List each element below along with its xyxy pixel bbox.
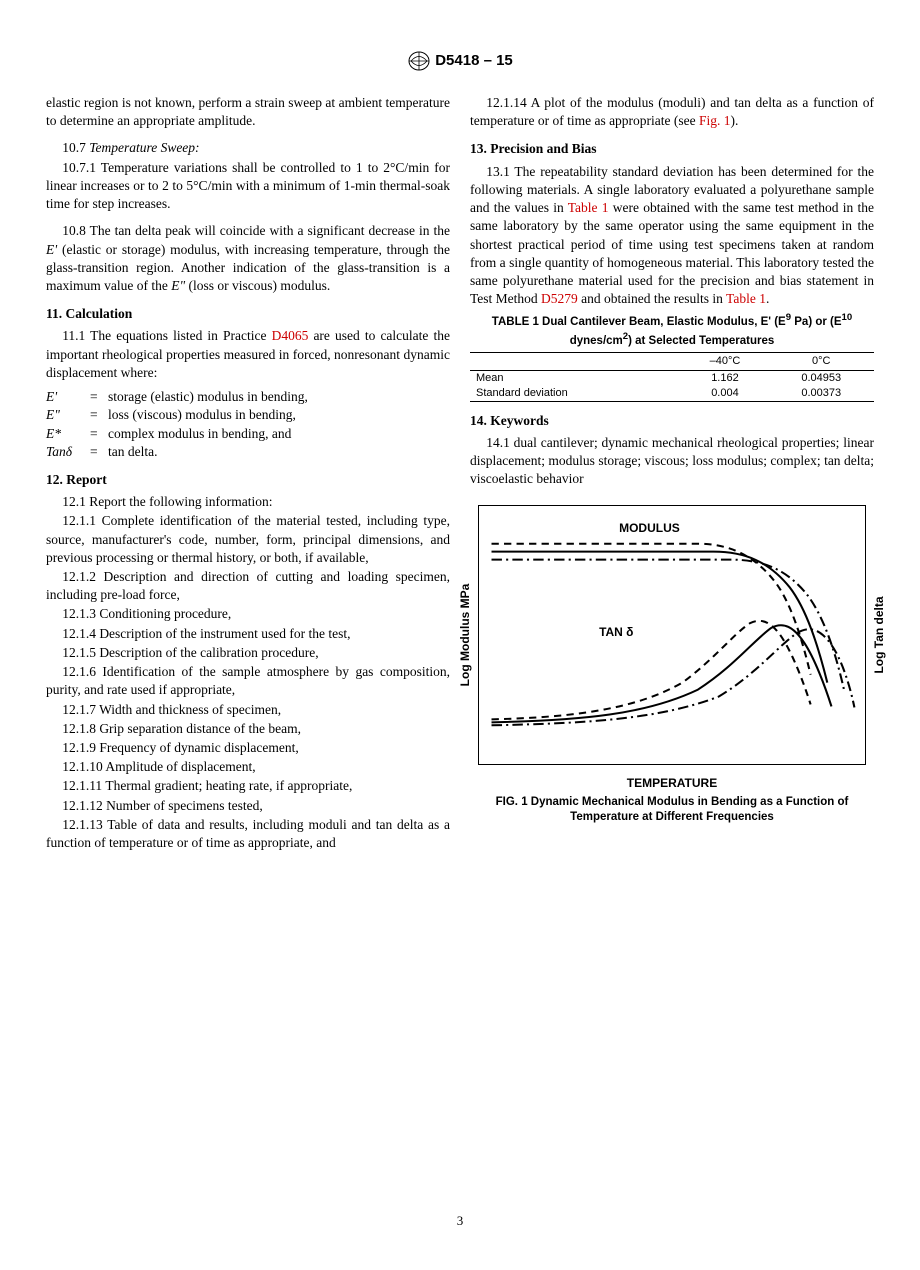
def-sym: Tanδ [46, 443, 90, 461]
title-temp-sweep: Temperature Sweep: [89, 140, 199, 155]
def-sym: E" [46, 406, 90, 424]
def-eq: = [90, 406, 108, 424]
def-eq: = [90, 425, 108, 443]
text-10-8-a: 10.8 The tan delta peak will coincide wi… [62, 223, 450, 238]
page-header: D5418 – 15 [46, 50, 874, 72]
def-txt: tan delta. [108, 443, 450, 461]
def-row: Tanδ=tan delta. [46, 443, 450, 461]
def-txt: complex modulus in bending, and [108, 425, 450, 443]
para-12-1-5: 12.1.5 Description of the calibration pr… [46, 644, 450, 662]
td: 0.04953 [768, 370, 874, 385]
def-sym: E* [46, 425, 90, 443]
page-number: 3 [46, 1212, 874, 1230]
para-12-1-3: 12.1.3 Conditioning procedure, [46, 605, 450, 623]
num-10-7: 10.7 [62, 140, 89, 155]
td: 1.162 [681, 370, 768, 385]
para-10-7-1: 10.7.1 Temperature variations shall be c… [46, 159, 450, 214]
def-row: E"=loss (viscous) modulus in bending, [46, 406, 450, 424]
symbol-e-prime: E' [46, 242, 57, 257]
para-12-1-8: 12.1.8 Grip separation distance of the b… [46, 720, 450, 738]
text-10-8-c: (loss or viscous) modulus. [185, 278, 330, 293]
ref-table1-b[interactable]: Table 1 [726, 291, 766, 306]
def-sym: E' [46, 388, 90, 406]
tbl-cap-d: ) at Selected Temperatures [628, 335, 774, 347]
def-eq: = [90, 388, 108, 406]
heading-11: 11. Calculation [46, 305, 450, 323]
para-12-1-4: 12.1.4 Description of the instrument use… [46, 625, 450, 643]
text-13-1-c: and obtained the results in [578, 291, 726, 306]
figure-1: Log Modulus MPa Log Tan delta MODULUS TA… [470, 505, 874, 826]
td: 0.00373 [768, 386, 874, 401]
text-13-1-d: . [766, 291, 769, 306]
para-12-1-11: 12.1.11 Thermal gradient; heating rate, … [46, 777, 450, 795]
tbl-cap-b: Pa) or (E [791, 316, 841, 328]
tbl-cap-a: TABLE 1 Dual Cantilever Beam, Elastic Mo… [492, 316, 786, 328]
ref-d5279[interactable]: D5279 [541, 291, 578, 306]
table-1: –40°C 0°C Mean 1.162 0.04953 Standard de… [470, 352, 874, 402]
heading-13: 13. Precision and Bias [470, 140, 874, 158]
td: Mean [470, 370, 681, 385]
para-12-1-10: 12.1.10 Amplitude of displacement, [46, 758, 450, 776]
def-eq: = [90, 443, 108, 461]
para-13-1: 13.1 The repeatability standard deviatio… [470, 163, 874, 309]
table-row: Mean 1.162 0.04953 [470, 370, 874, 385]
para-12-1-13: 12.1.13 Table of data and results, inclu… [46, 816, 450, 852]
def-row: E'=storage (elastic) modulus in bending, [46, 388, 450, 406]
para-12-1-6: 12.1.6 Identification of the sample atmo… [46, 663, 450, 699]
text-12-1-14-b: ). [731, 113, 739, 128]
fig-label-modulus: MODULUS [619, 520, 680, 536]
heading-12: 12. Report [46, 471, 450, 489]
para-12-1-2: 12.1.2 Description and direction of cutt… [46, 568, 450, 604]
def-row: E*=complex modulus in bending, and [46, 425, 450, 443]
th-blank [470, 353, 681, 371]
fig-1-caption: FIG. 1 Dynamic Mechanical Modulus in Ben… [470, 795, 874, 826]
figure-plot-area: Log Modulus MPa Log Tan delta MODULUS TA… [478, 505, 866, 765]
para-10-7: 10.7 Temperature Sweep: [46, 139, 450, 157]
ref-fig1[interactable]: Fig. 1 [699, 113, 731, 128]
table-row: Standard deviation 0.004 0.00373 [470, 386, 874, 401]
td: Standard deviation [470, 386, 681, 401]
th-neg40: –40°C [681, 353, 768, 371]
text-12-1-14-a: 12.1.14 A plot of the modulus (moduli) a… [470, 95, 874, 128]
para-12-1-1: 12.1.1 Complete identification of the ma… [46, 512, 450, 567]
symbol-definitions: E'=storage (elastic) modulus in bending,… [46, 388, 450, 461]
fig-ylabel-right: Log Tan delta [871, 596, 887, 673]
table-header-row: –40°C 0°C [470, 353, 874, 371]
def-txt: loss (viscous) modulus in bending, [108, 406, 450, 424]
fig-curves-icon [479, 506, 865, 764]
para-11-1: 11.1 The equations listed in Practice D4… [46, 327, 450, 382]
ref-table1-a[interactable]: Table 1 [568, 200, 609, 215]
td: 0.004 [681, 386, 768, 401]
para-elastic-region: elastic region is not known, perform a s… [46, 94, 450, 130]
ref-d4065[interactable]: D4065 [272, 328, 309, 343]
fig-ylabel-left: Log Modulus MPa [457, 583, 473, 686]
tbl-cap-s2: 10 [842, 312, 853, 323]
astm-logo-icon [407, 50, 431, 72]
para-10-8: 10.8 The tan delta peak will coincide wi… [46, 222, 450, 295]
fig-label-tandelta: TAN δ [599, 624, 633, 640]
table-1-caption: TABLE 1 Dual Cantilever Beam, Elastic Mo… [470, 312, 874, 349]
symbol-e-dblprime: E" [171, 278, 185, 293]
fig-xlabel: TEMPERATURE [470, 775, 874, 791]
text-11-1-a: 11.1 The equations listed in Practice [62, 328, 271, 343]
tbl-cap-c: dynes/cm [570, 335, 623, 347]
para-12-1-9: 12.1.9 Frequency of dynamic displacement… [46, 739, 450, 757]
def-txt: storage (elastic) modulus in bending, [108, 388, 450, 406]
th-0c: 0°C [768, 353, 874, 371]
document-id: D5418 – 15 [435, 51, 513, 71]
para-12-1-12: 12.1.12 Number of specimens tested, [46, 797, 450, 815]
para-12-1-7: 12.1.7 Width and thickness of specimen, [46, 701, 450, 719]
para-12-1-14: 12.1.14 A plot of the modulus (moduli) a… [470, 94, 874, 130]
para-14-1: 14.1 dual cantilever; dynamic mechanical… [470, 434, 874, 489]
para-12-1: 12.1 Report the following information: [46, 493, 450, 511]
heading-14: 14. Keywords [470, 412, 874, 430]
